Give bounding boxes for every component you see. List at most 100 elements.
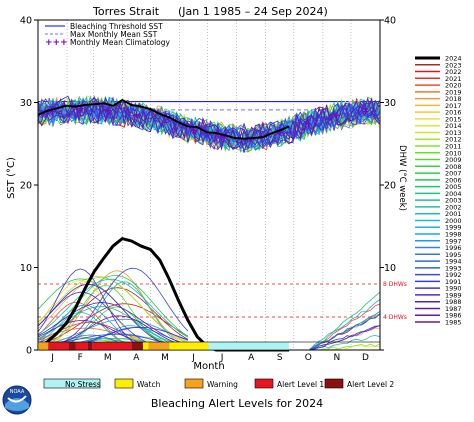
alert-legend-swatch (324, 378, 344, 389)
sst-year-1988 (37, 99, 380, 150)
year-legend-label: 2013 (445, 129, 462, 137)
year-legend-label: 2020 (445, 82, 462, 90)
alert-legend-label: Warning (207, 380, 238, 389)
alert-strip-segment (68, 342, 76, 350)
alert-strip-segment (208, 342, 290, 350)
y-right-title: DHW (°C week) (397, 145, 407, 211)
noaa-logo: NOAA (2, 385, 32, 415)
year-legend-label: 1993 (445, 264, 462, 272)
y-left-tick-label: 0 (26, 346, 32, 357)
date-range: (Jan 1 1985 – 24 Sep 2024) (178, 5, 328, 18)
alert-legend-label: Alert Level 1 (277, 380, 324, 389)
historical-sst-years (37, 95, 380, 154)
dhw-year-late-1993 (309, 313, 381, 351)
year-legend-label: 1987 (445, 305, 462, 313)
y-right-tick-label: 10 (384, 263, 396, 274)
year-legend-label: 2018 (445, 95, 462, 103)
year-legend-label: 2021 (445, 75, 462, 83)
x-tick-label: D (362, 353, 369, 363)
dhw-year-2004 (37, 306, 188, 348)
y-left-tick-label: 20 (20, 181, 32, 192)
year-legend-label: 1996 (445, 244, 462, 252)
sst-year-1985 (37, 96, 380, 149)
climatology-marker (362, 108, 369, 115)
dhw-year-2001 (37, 278, 189, 338)
alert-legend-swatch (184, 378, 204, 389)
legend-mmm-label: Max Monthly Mean SST (70, 30, 158, 39)
x-tick-label: A (248, 353, 255, 363)
x-tick-label: J (50, 353, 54, 363)
x-tick-label: F (78, 353, 83, 363)
year-legend-label: 1991 (445, 278, 462, 286)
alert-legend-swatch (114, 378, 134, 389)
alert-legend-label: No Stress (65, 380, 101, 389)
year-legend-label: 1994 (445, 258, 462, 266)
x-tick-label: N (334, 353, 341, 363)
y-right-tick-label: 30 (384, 98, 396, 109)
x-tick-label: M (161, 353, 169, 363)
year-legend-label: 1990 (445, 285, 462, 293)
x-axis-title: Month (193, 361, 224, 372)
year-legend-label: 2019 (445, 88, 462, 96)
dhw-year-1988 (37, 302, 189, 346)
climatology-marker (333, 112, 340, 119)
alert-strip-segment (169, 342, 209, 350)
year-legend-label: 2014 (445, 122, 462, 130)
year-legend-label: 2006 (445, 176, 462, 184)
year-legend-label: 2011 (445, 143, 462, 151)
y-left-tick-label: 10 (20, 263, 32, 274)
climatology-marker (190, 127, 197, 134)
year-legend-label: 2000 (445, 217, 462, 225)
alert-legend-label: Watch (137, 380, 161, 389)
y-left-tick-label: 40 (20, 16, 32, 27)
climatology-marker (305, 120, 312, 127)
year-legend-label: 1998 (445, 231, 462, 239)
year-legend-label: 1992 (445, 271, 462, 279)
dhw-year-2018 (37, 270, 189, 349)
y-left-tick-label: 30 (20, 98, 32, 109)
dhw-year-1997 (37, 318, 189, 347)
footer-title: Bleaching Alert Levels for 2024 (151, 397, 323, 410)
climatology-marker (133, 111, 140, 118)
x-tick-label: M (104, 353, 112, 363)
grid (66, 20, 352, 350)
year-legend-label: 2017 (445, 102, 462, 110)
site-title: Torres Strait (92, 5, 160, 18)
legend-threshold-label: Bleaching Threshold SST (70, 22, 163, 31)
year-legend-label: 2008 (445, 163, 462, 171)
x-tick-label: A (133, 353, 140, 363)
alert-level-strip (37, 341, 381, 351)
dhw-year-late-1990 (309, 325, 381, 351)
y-right-tick-label: 20 (384, 181, 396, 192)
year-legend-label: 2001 (445, 210, 462, 218)
year-legend-label: 1997 (445, 237, 462, 245)
x-tick-label: O (305, 353, 312, 363)
x-tick-label: S (277, 353, 283, 363)
dhw-year-2012 (37, 276, 189, 343)
dhw-8-label: 8 DHWs (383, 281, 407, 288)
alert-legend: No Stress Watch Warning Alert Level 1 Alert … (43, 378, 394, 389)
year-legend-label: 1988 (445, 298, 462, 306)
plot-area (38, 20, 380, 350)
sst-year-1987 (37, 95, 380, 150)
year-legend-label: 2007 (445, 170, 462, 178)
alert-strip-frame (37, 341, 381, 351)
y-right-tick-label: 40 (384, 16, 396, 27)
year-legend-label: 1986 (445, 312, 462, 320)
sst-year-1990 (37, 95, 380, 150)
year-legend-label: 2002 (445, 203, 462, 211)
sst-year-1994 (37, 98, 380, 151)
year-legend-label: 2003 (445, 197, 462, 205)
year-legend-label: 2005 (445, 183, 462, 191)
alert-strip-segment (142, 342, 149, 350)
year-legend-label: 2012 (445, 136, 462, 144)
year-legend-label: 1999 (445, 224, 462, 232)
year-legend: 2024202320222021202020192018201720162015… (415, 55, 462, 327)
noaa-logo-text: NOAA (10, 389, 25, 395)
x-tick-label: J (220, 353, 224, 363)
legend-climatology-label: Monthly Mean Climatology (70, 38, 171, 47)
year-legend-label: 1985 (445, 319, 462, 327)
year-legend-label: 1989 (445, 291, 462, 299)
climatology-marker (104, 107, 111, 114)
